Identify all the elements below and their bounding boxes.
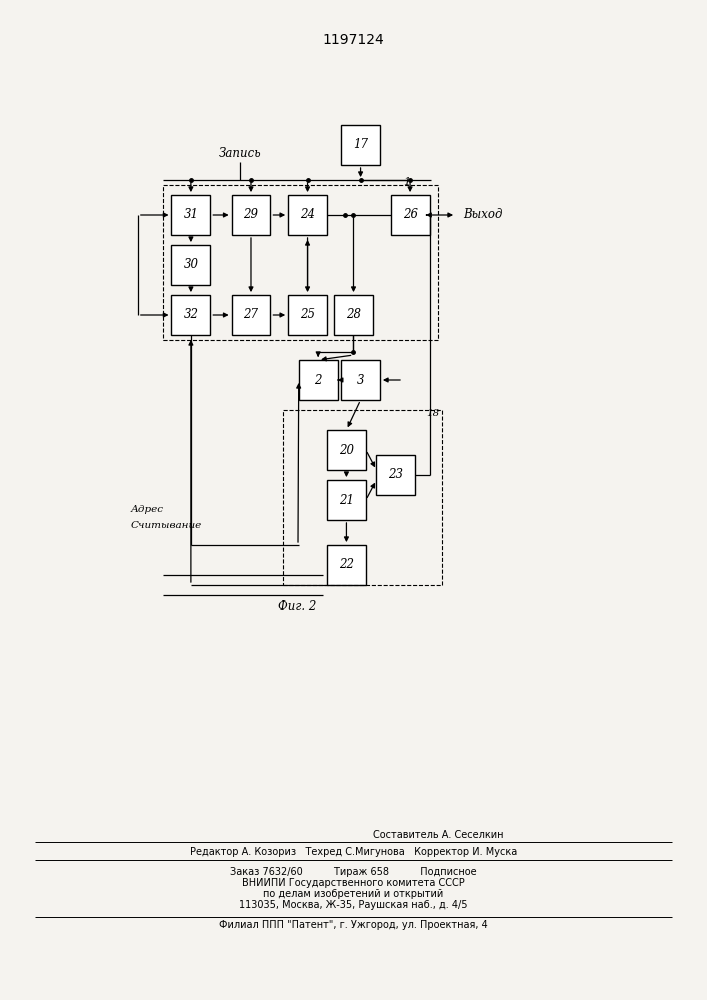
Bar (377, 455, 416, 495)
Text: 28: 28 (346, 308, 361, 322)
Bar (231, 295, 270, 335)
Bar (171, 245, 211, 285)
Text: Адрес: Адрес (131, 506, 164, 514)
Text: 27: 27 (243, 308, 259, 322)
Text: 18: 18 (426, 409, 440, 418)
Bar (341, 125, 380, 165)
Text: 31: 31 (183, 209, 199, 222)
Text: 21: 21 (339, 493, 354, 506)
Text: Заказ 7632/60          Тираж 658          Подписное: Заказ 7632/60 Тираж 658 Подписное (230, 867, 477, 877)
Text: Редактор А. Козориз   Техред С.Мигунова   Корректор И. Муска: Редактор А. Козориз Техред С.Мигунова Ко… (190, 847, 517, 857)
Bar (283, 410, 442, 585)
Text: 25: 25 (300, 308, 315, 322)
Bar (341, 360, 380, 400)
Text: 17: 17 (353, 138, 368, 151)
Text: Филиал ППП "Патент", г. Ужгород, ул. Проектная, 4: Филиал ППП "Патент", г. Ужгород, ул. Про… (219, 920, 488, 930)
Text: 22: 22 (339, 558, 354, 572)
Bar (327, 545, 366, 585)
Bar (171, 195, 211, 235)
Text: ВНИИПИ Государственного комитета СССР: ВНИИПИ Государственного комитета СССР (242, 878, 465, 888)
Text: 2: 2 (315, 373, 322, 386)
Text: 30: 30 (183, 258, 199, 271)
Text: 1197124: 1197124 (322, 33, 385, 47)
Text: Составитель А. Сеселкин: Составитель А. Сеселкин (373, 830, 503, 840)
Bar (390, 195, 430, 235)
Bar (163, 185, 438, 340)
Text: 32: 32 (183, 308, 199, 322)
Text: Запись: Запись (219, 147, 262, 160)
Text: 29: 29 (243, 209, 259, 222)
Text: 1: 1 (404, 177, 411, 187)
Text: 26: 26 (402, 209, 418, 222)
Bar (171, 295, 211, 335)
Bar (327, 430, 366, 470)
Text: 20: 20 (339, 444, 354, 456)
Bar (231, 195, 270, 235)
Bar (327, 480, 366, 520)
Text: 24: 24 (300, 209, 315, 222)
Bar (288, 295, 327, 335)
Bar (288, 195, 327, 235)
Text: 113035, Москва, Ж-35, Раушская наб., д. 4/5: 113035, Москва, Ж-35, Раушская наб., д. … (239, 900, 468, 910)
Bar (298, 360, 337, 400)
Text: 23: 23 (388, 468, 404, 482)
Text: 3: 3 (357, 373, 364, 386)
Text: по делам изобретений и открытий: по делам изобретений и открытий (264, 889, 443, 899)
Text: Выход: Выход (463, 209, 503, 222)
Text: Считывание: Считывание (131, 520, 202, 530)
Text: Фиг. 2: Фиг. 2 (278, 600, 316, 613)
Bar (334, 295, 373, 335)
